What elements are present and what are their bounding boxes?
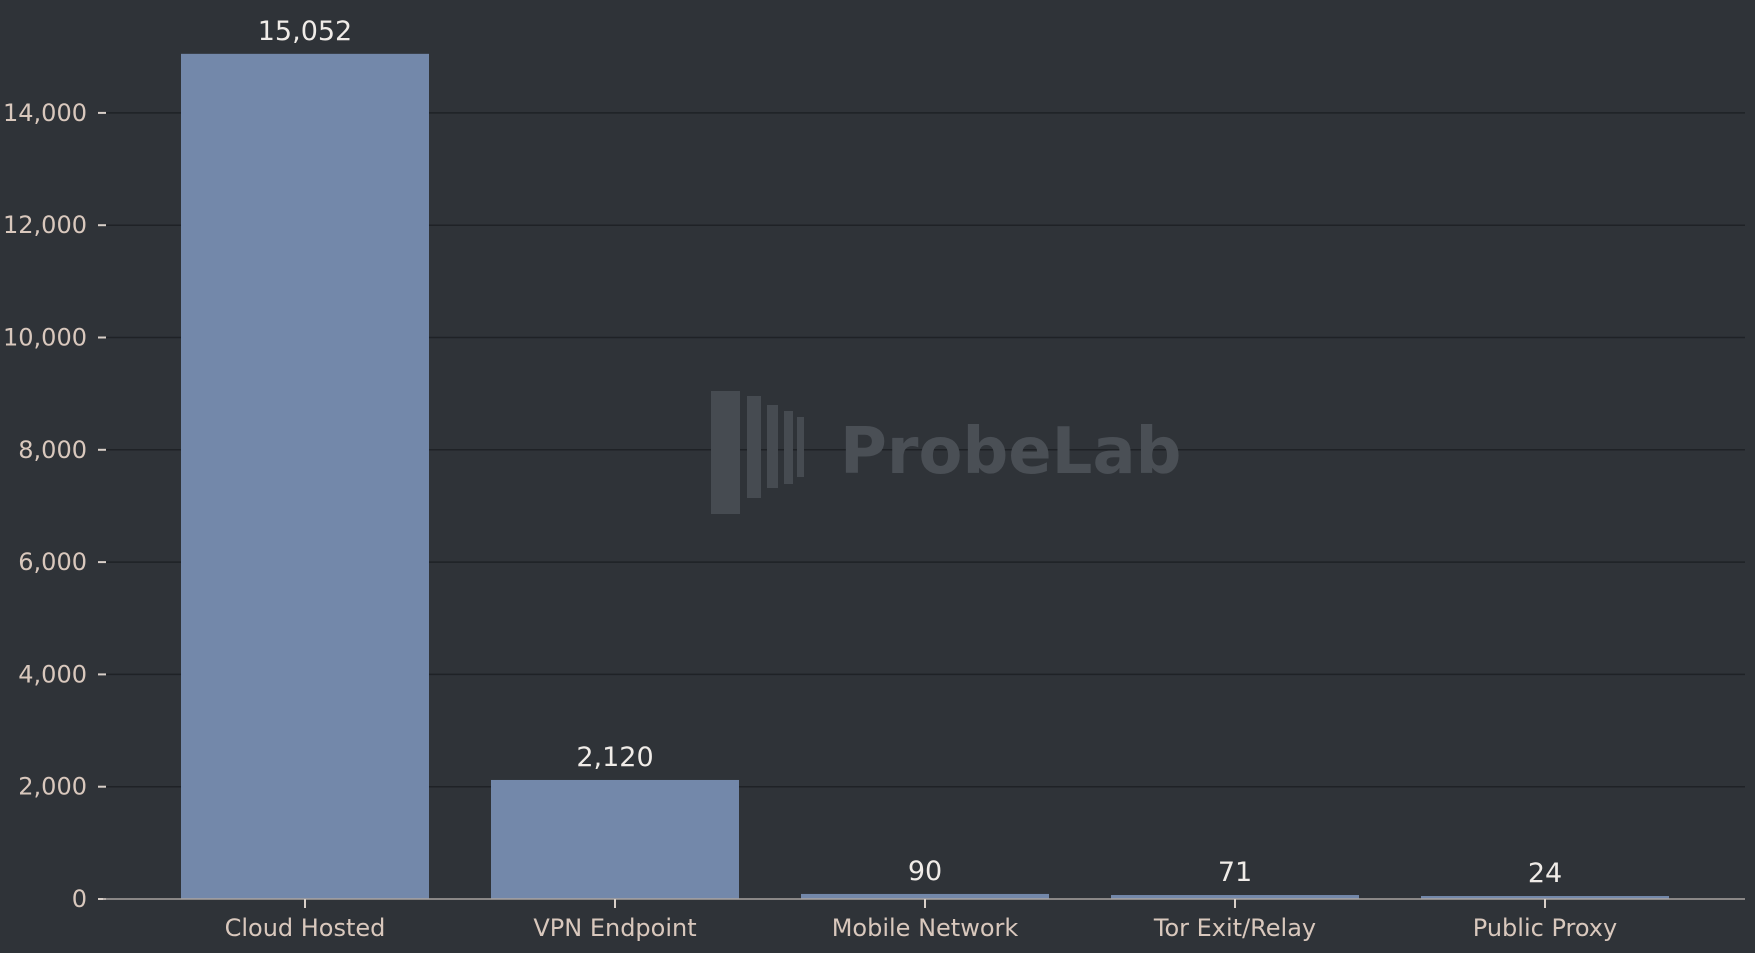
- data-label: 15,052: [258, 16, 352, 47]
- y-tick-label: 6,000: [18, 548, 87, 576]
- watermark-logo-bar: [767, 405, 778, 488]
- axes: [98, 111, 1745, 908]
- watermark-logo-bar: [747, 396, 761, 498]
- bar-vpn-endpoint: [491, 779, 739, 899]
- watermark-logo-bar: [784, 411, 793, 484]
- bars: [181, 53, 1669, 899]
- watermark-text: ProbeLab: [840, 415, 1181, 489]
- labels: 0 2,000 4,000 6,000 8,000 10,000 12,000 14,000 C…: [3, 16, 1617, 942]
- x-tick-label: VPN Endpoint: [533, 914, 696, 942]
- y-tick-label: 12,000: [3, 211, 87, 239]
- x-tick-label: Cloud Hosted: [225, 914, 386, 942]
- y-tick-label: 4,000: [18, 660, 87, 688]
- x-tick-label: Tor Exit/Relay: [1153, 914, 1316, 942]
- x-tick-label: Mobile Network: [832, 914, 1019, 942]
- y-tick-label: 0: [72, 885, 87, 913]
- y-tick-label: 10,000: [3, 324, 87, 352]
- watermark-logo-bar: [711, 391, 740, 514]
- x-tick-label: Public Proxy: [1473, 914, 1617, 942]
- watermark: ProbeLab: [711, 391, 1181, 514]
- data-label: 90: [908, 856, 942, 887]
- bar-public-proxy: [1421, 896, 1669, 899]
- bar-tor-exit-relay: [1111, 895, 1359, 899]
- bar-mobile-network: [801, 893, 1049, 899]
- y-tick-label: 8,000: [18, 436, 87, 464]
- y-tick-label: 2,000: [18, 773, 87, 801]
- y-tick-label: 14,000: [3, 99, 87, 127]
- data-label: 24: [1528, 858, 1562, 889]
- data-label: 2,120: [576, 742, 653, 773]
- data-label: 71: [1218, 857, 1252, 888]
- watermark-logo-bar: [797, 417, 804, 477]
- bar-cloud-hosted: [181, 53, 429, 899]
